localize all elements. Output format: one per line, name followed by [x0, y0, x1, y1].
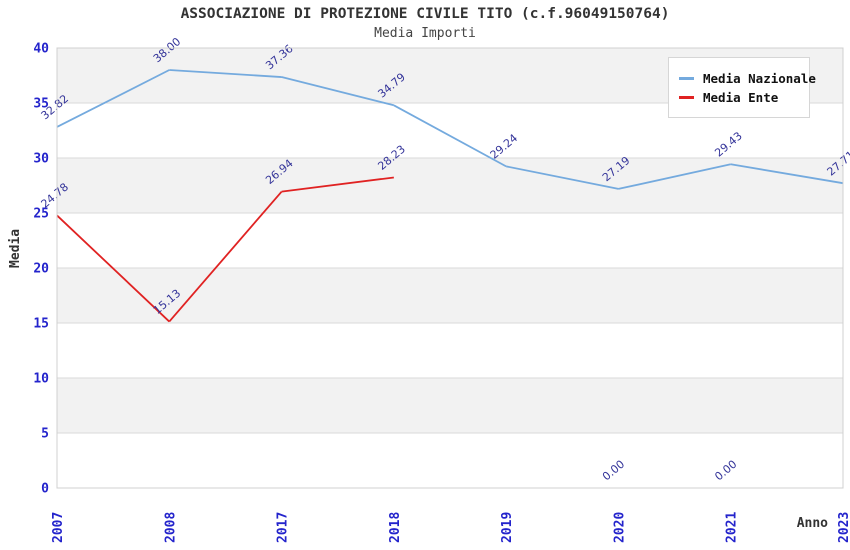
series-line-media-nazionale	[393, 104, 507, 168]
y-tick-label: 40	[33, 42, 49, 57]
y-tick-label: 25	[33, 207, 49, 222]
x-axis-title: Anno	[796, 516, 828, 531]
grid-band	[57, 378, 843, 433]
series-line-media-ente	[168, 191, 283, 323]
legend-label-media-nazionale: Media Nazionale	[703, 70, 816, 86]
x-tick-label[interactable]: 2008	[163, 512, 178, 543]
y-axis-title: Media	[8, 228, 23, 268]
grid-band	[57, 268, 843, 323]
series-line-media-nazionale	[618, 163, 731, 190]
grid-band	[57, 213, 843, 268]
y-tick-label: 30	[33, 152, 49, 167]
grid-band	[57, 433, 843, 488]
chart-title: ASSOCIAZIONE DI PROTEZIONE CIVILE TITO (…	[180, 6, 670, 22]
series-line-media-ente	[281, 176, 394, 193]
y-tick-label: 35	[33, 97, 49, 112]
y-tick-label: 0	[41, 482, 49, 497]
x-tick-label[interactable]: 2018	[388, 512, 403, 543]
chart-subtitle: Media Importi	[374, 26, 476, 41]
y-tick-label: 5	[41, 427, 49, 442]
series-line-media-nazionale	[56, 69, 170, 128]
legend: Media Nazionale Media Ente	[668, 57, 816, 118]
y-tick-label: 10	[33, 372, 49, 387]
y-tick-label: 15	[33, 317, 49, 332]
media-ente-line-swatch	[679, 95, 694, 99]
series-line-media-nazionale	[169, 69, 282, 78]
series-line-media-ente	[56, 214, 170, 323]
series-line-media-nazionale	[281, 76, 395, 107]
x-tick-label[interactable]: 2020	[612, 512, 627, 543]
legend-label-media-ente: Media Ente	[703, 89, 779, 105]
x-tick-label[interactable]: 2019	[500, 512, 515, 543]
plot-border	[56, 47, 844, 489]
series-line-media-nazionale	[505, 165, 619, 190]
x-tick-label[interactable]: 2007	[51, 512, 66, 543]
media-nazionale-line-swatch	[679, 76, 694, 80]
x-tick-label[interactable]: 2017	[276, 512, 291, 543]
grid-band	[57, 158, 843, 213]
y-tick-label: 20	[33, 262, 49, 277]
series-line-media-nazionale	[730, 163, 844, 185]
legend-item-media-nazionale[interactable]: Media Nazionale	[679, 70, 816, 86]
grid-band	[57, 323, 843, 378]
legend-item-media-ente[interactable]: Media Ente	[679, 89, 809, 105]
x-tick-label[interactable]: 2023	[837, 512, 850, 543]
x-tick-label[interactable]: 2021	[725, 512, 740, 543]
